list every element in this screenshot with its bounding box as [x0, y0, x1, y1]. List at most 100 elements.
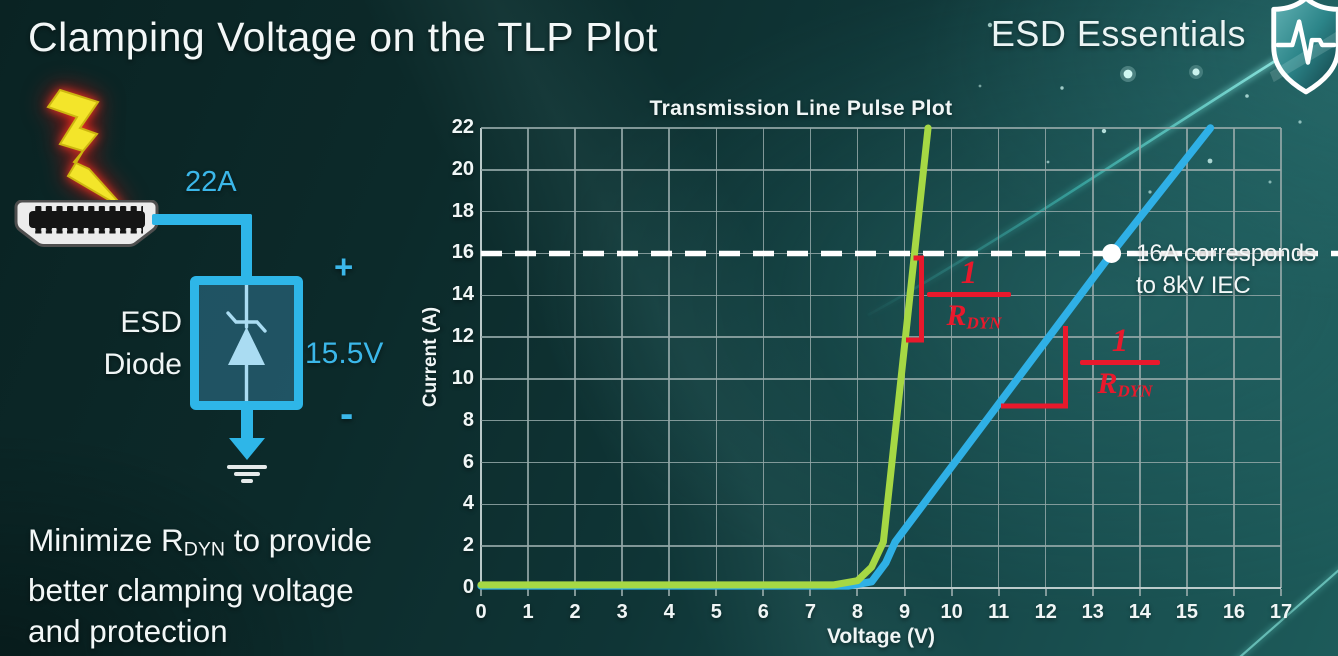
ground-icon: [227, 408, 267, 483]
note-line1: Minimize RDYN to provide: [28, 520, 372, 570]
gridline-vertical: [1233, 128, 1235, 588]
note-line1-sub: DYN: [183, 538, 225, 561]
rdyn-fraction-green: 1 RDYN: [927, 256, 1011, 339]
axis-tick: [1232, 589, 1235, 596]
hdmi-connector-icon: [14, 200, 159, 247]
gridline-horizontal: [481, 127, 1281, 129]
clamping-voltage-label: 15.5V: [305, 337, 384, 370]
y-tick-label: 0: [462, 576, 474, 598]
y-tick-label: 4: [462, 492, 474, 515]
gridline-horizontal: [481, 419, 1281, 422]
y-tick-label: 14: [451, 283, 474, 306]
x-tick-label: 16: [1222, 601, 1246, 623]
x-tick-label: 14: [1128, 601, 1151, 623]
note-line3: and protection: [28, 613, 228, 650]
minus-sign: -: [340, 392, 354, 436]
gridline-horizontal: [481, 378, 1281, 380]
axis-tick: [997, 589, 1000, 596]
x-tick-label: 7: [804, 601, 816, 623]
marker-dot-16a: [1102, 243, 1122, 263]
gridline-vertical: [1280, 128, 1282, 588]
gridline-vertical: [715, 128, 718, 588]
y-tick-label: 8: [462, 408, 474, 431]
axis-tick: [1280, 589, 1282, 596]
x-tick-label: 8: [851, 601, 864, 623]
gridline-vertical: [480, 128, 482, 588]
axis-tick: [1185, 589, 1188, 596]
axis-tick: [715, 589, 718, 596]
gridline-vertical: [856, 128, 859, 588]
x-axis-label: Voltage (V): [826, 625, 936, 648]
tvs-diode-symbol-icon: [226, 285, 267, 401]
axis-tick: [1044, 589, 1047, 596]
x-tick-label: 0: [475, 601, 487, 623]
x-tick-label: 3: [616, 601, 628, 623]
gridline-horizontal: [481, 461, 1281, 464]
x-tick-label: 6: [757, 601, 769, 623]
axis-tick: [762, 589, 765, 596]
axis-tick: [1091, 589, 1094, 596]
gridline-vertical: [574, 128, 576, 588]
gridline-vertical: [527, 128, 529, 588]
x-tick-label: 4: [663, 601, 675, 623]
axis-tick: [668, 589, 671, 596]
rdyn-fraction-blue: 1 RDYN: [1080, 324, 1160, 407]
marker-callout: 16A corresponds to 8kV IEC: [1136, 238, 1316, 302]
gridline-vertical: [621, 128, 623, 588]
rdyn-main: R: [946, 298, 967, 332]
y-tick-label: 12: [451, 325, 474, 348]
plus-sign: +: [334, 248, 354, 285]
gridline-vertical: [950, 128, 953, 588]
y-tick-label: 20: [451, 157, 474, 180]
rdyn-sub: DYN: [966, 312, 1002, 332]
gridline-horizontal: [481, 252, 1281, 255]
rdyn-sub: DYN: [1117, 380, 1153, 400]
brand-title: ESD Essentials: [990, 13, 1246, 54]
gridline-horizontal: [481, 294, 1281, 297]
gridline-vertical: [1092, 128, 1094, 588]
gridline-vertical: [762, 128, 765, 588]
fraction-bar: [1080, 360, 1160, 365]
x-tick-label: 13: [1081, 601, 1104, 623]
gridline-vertical: [1186, 128, 1188, 588]
page-title: Clamping Voltage on the TLP Plot: [28, 14, 658, 60]
gridline-horizontal: [481, 169, 1281, 171]
x-tick-label: 15: [1175, 601, 1198, 623]
wire-vertical: [241, 214, 252, 278]
axis-tick: [903, 589, 906, 596]
y-tick-label: 18: [451, 199, 474, 222]
takeaway-note: Minimize RDYN to provide better clamping…: [28, 520, 372, 652]
gridline-vertical: [668, 128, 670, 588]
y-tick-label: 6: [462, 450, 474, 473]
axis-tick: [950, 589, 953, 596]
gridline-vertical: [809, 128, 812, 588]
x-tick-label: 12: [1034, 601, 1057, 623]
gridline-horizontal: [481, 336, 1281, 338]
slope-annotations: [906, 255, 1068, 409]
marker-callout-line2: to 8kV IEC: [1136, 272, 1251, 299]
y-tick-label: 2: [462, 534, 474, 557]
chart-title: Transmission Line Pulse Plot: [649, 97, 953, 120]
axis-tick: [809, 589, 812, 596]
x-tick-label: 17: [1269, 601, 1293, 623]
axis-tick: [621, 589, 624, 596]
gridline-horizontal: [481, 587, 1281, 589]
gridline-vertical: [1044, 128, 1047, 588]
y-tick-label: 10: [451, 366, 474, 389]
axis-tick: [574, 589, 577, 596]
gridline-horizontal: [481, 503, 1281, 506]
axis-tick: [480, 589, 482, 596]
slope-triangle-blue: [1001, 326, 1068, 409]
gridline-vertical: [997, 128, 1000, 588]
note-line1-pre: Minimize R: [28, 522, 184, 558]
curves-layer: [477, 124, 1338, 590]
note-line2: better clamping voltage: [28, 572, 354, 609]
marker-callout-line1: 16A corresponds: [1136, 240, 1317, 267]
axis-tick: [1138, 589, 1141, 596]
note-line1-post: to provide: [224, 522, 373, 558]
slope-bracket-green: [906, 255, 924, 343]
x-tick-label: 10: [940, 601, 963, 623]
x-tick-label: 9: [898, 601, 911, 623]
